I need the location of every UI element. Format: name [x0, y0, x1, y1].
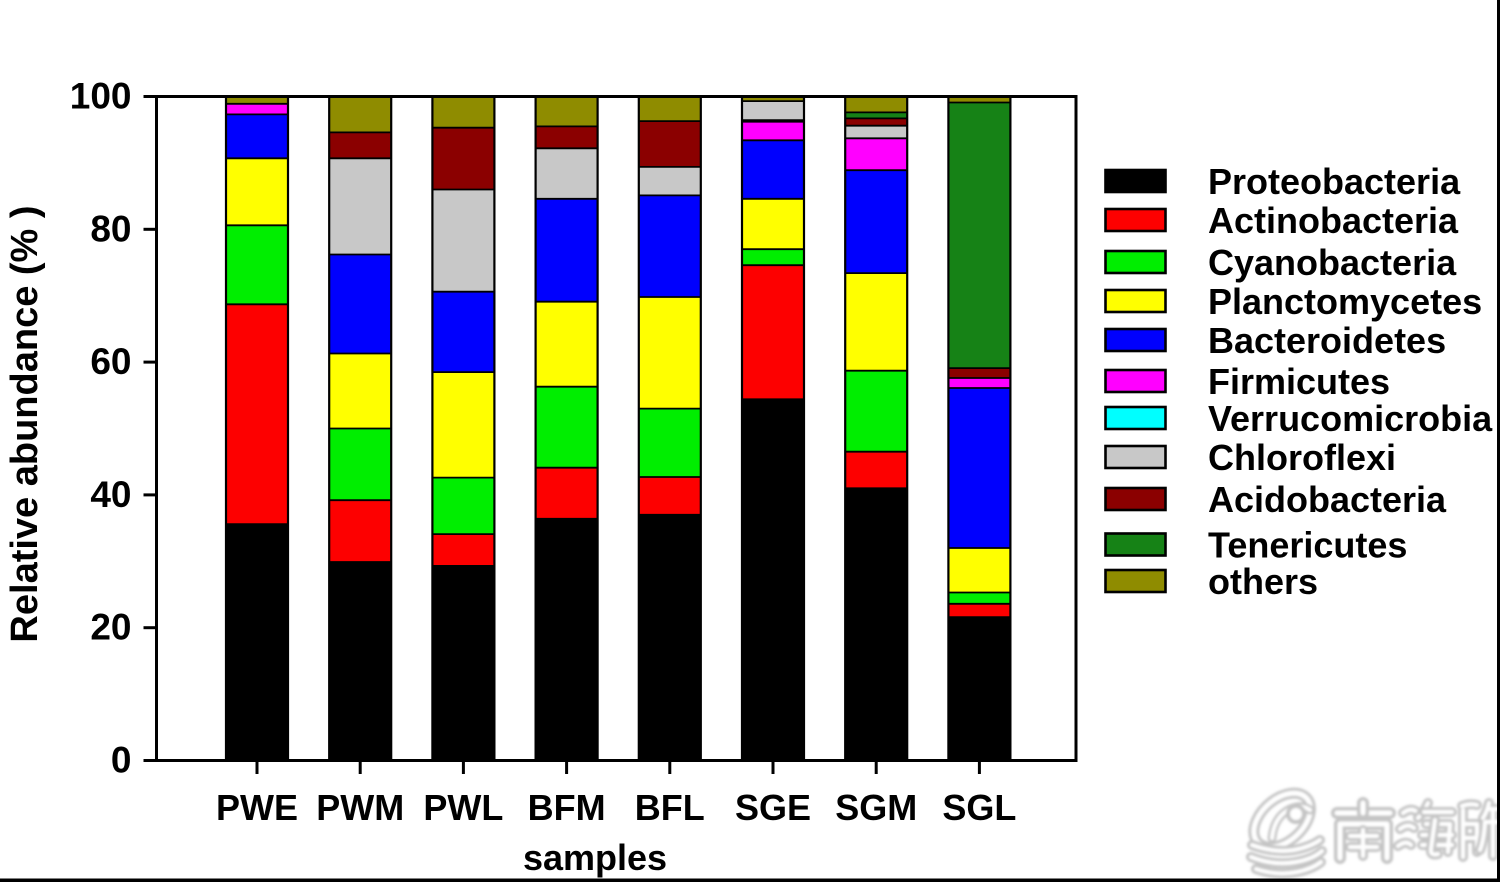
svg-text:samples: samples: [523, 837, 667, 878]
svg-text:PWM: PWM: [316, 787, 404, 828]
svg-text:SGL: SGL: [942, 787, 1016, 828]
svg-text:Tenericutes: Tenericutes: [1208, 525, 1407, 566]
svg-text:Chloroflexi: Chloroflexi: [1208, 437, 1396, 478]
svg-text:others: others: [1208, 561, 1318, 602]
svg-text:Firmicutes: Firmicutes: [1208, 361, 1390, 402]
svg-text:SGM: SGM: [835, 787, 917, 828]
svg-text:40: 40: [90, 474, 131, 515]
svg-text:Actinobacteria: Actinobacteria: [1208, 200, 1459, 241]
svg-text:Proteobacteria: Proteobacteria: [1208, 161, 1461, 202]
svg-text:20: 20: [90, 607, 131, 648]
svg-text:Relative abundance (% ): Relative abundance (% ): [4, 205, 46, 642]
svg-text:Acidobacteria: Acidobacteria: [1208, 479, 1447, 520]
svg-text:BFM: BFM: [528, 787, 606, 828]
svg-text:BFL: BFL: [635, 787, 705, 828]
svg-text:Bacteroidetes: Bacteroidetes: [1208, 320, 1446, 361]
svg-text:Cyanobacteria: Cyanobacteria: [1208, 242, 1457, 283]
svg-text:Verrucomicrobia: Verrucomicrobia: [1208, 398, 1493, 439]
svg-text:80: 80: [90, 208, 131, 249]
svg-text:100: 100: [70, 76, 132, 117]
svg-text:PWE: PWE: [216, 787, 298, 828]
svg-text:Planctomycetes: Planctomycetes: [1208, 281, 1482, 322]
svg-text:60: 60: [90, 341, 131, 382]
svg-text:SGE: SGE: [735, 787, 811, 828]
svg-text:PWL: PWL: [423, 787, 503, 828]
svg-text:0: 0: [111, 740, 132, 781]
